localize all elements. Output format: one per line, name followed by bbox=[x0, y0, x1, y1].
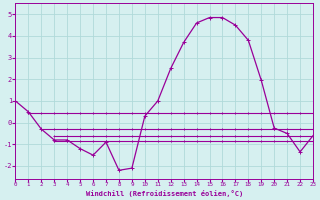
X-axis label: Windchill (Refroidissement éolien,°C): Windchill (Refroidissement éolien,°C) bbox=[86, 190, 243, 197]
